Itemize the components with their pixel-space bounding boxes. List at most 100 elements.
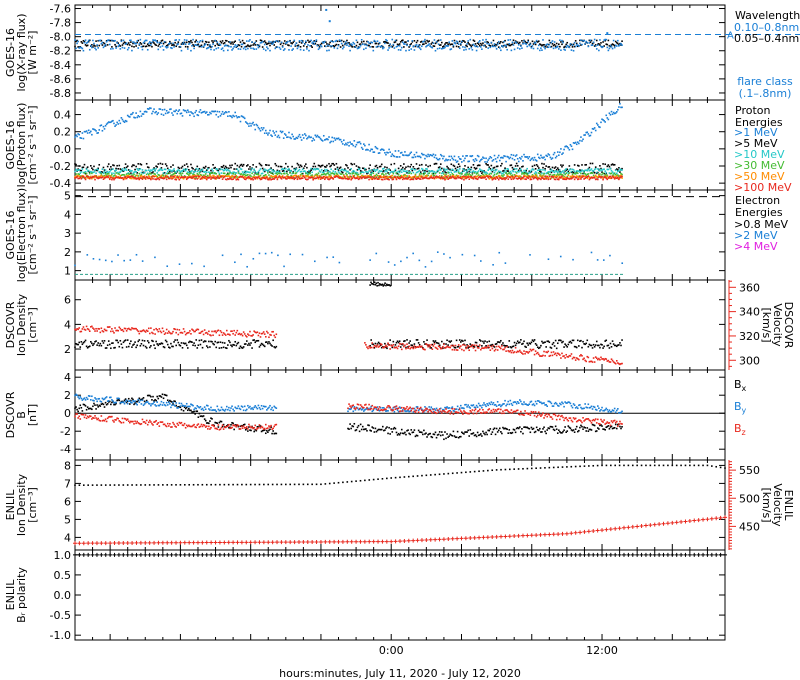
series-point <box>591 127 594 130</box>
series-point <box>280 173 283 175</box>
series-point <box>594 167 597 170</box>
series-point <box>311 140 313 142</box>
series-point <box>450 43 453 46</box>
series-point <box>145 111 148 113</box>
series-point <box>155 340 157 343</box>
series-point <box>467 347 469 349</box>
series-point <box>413 153 416 156</box>
series-point <box>561 173 563 176</box>
series-point <box>166 112 169 114</box>
series-point <box>279 130 282 133</box>
series-point <box>380 148 383 151</box>
series-point <box>380 176 383 179</box>
series-point <box>480 46 482 48</box>
series-point <box>613 172 616 175</box>
series-point <box>332 170 335 172</box>
series-point <box>141 176 144 179</box>
series-point <box>418 169 421 172</box>
series-point <box>526 45 528 48</box>
series-point <box>192 172 194 175</box>
series-point <box>556 171 559 174</box>
series-point <box>263 40 266 42</box>
series-point <box>127 176 130 178</box>
series-point <box>579 42 581 45</box>
series-point <box>223 169 226 171</box>
series-point <box>365 149 367 151</box>
series-point <box>604 176 606 178</box>
series-point <box>230 115 232 118</box>
series-point <box>227 175 229 178</box>
series-point <box>414 45 417 48</box>
series-point <box>197 114 200 117</box>
series-point <box>313 177 316 180</box>
series-point <box>363 171 365 174</box>
series-point <box>176 112 179 115</box>
series-point <box>399 169 402 171</box>
series-point <box>465 177 467 180</box>
series-point <box>135 253 138 256</box>
series-point <box>606 117 609 119</box>
series-point <box>308 176 310 179</box>
series-point <box>268 42 270 45</box>
series-point <box>75 168 77 171</box>
series-point <box>611 47 614 50</box>
series-point <box>104 169 107 171</box>
legend-item: >5 MeV <box>734 137 778 150</box>
series-point <box>260 178 263 181</box>
series-point <box>552 177 555 179</box>
series-point <box>339 176 342 178</box>
series-point <box>605 177 608 180</box>
series-point <box>141 339 144 342</box>
series-point <box>185 178 188 181</box>
series-point <box>329 45 331 47</box>
series-point <box>588 135 591 137</box>
series-point <box>455 45 458 48</box>
series-point <box>291 42 293 45</box>
y-tick-label: -7.8 <box>50 17 71 30</box>
series-point <box>283 133 286 135</box>
series-point <box>181 177 184 179</box>
series-point <box>217 175 220 177</box>
series-point <box>391 153 394 155</box>
series-point <box>437 166 440 169</box>
series-point <box>337 176 340 179</box>
series-point <box>481 158 483 160</box>
series-point <box>462 39 464 42</box>
series-point <box>411 40 414 42</box>
series-point <box>473 166 476 169</box>
series-point <box>312 165 315 168</box>
series-point <box>346 39 348 42</box>
series-point <box>99 171 102 173</box>
series-point <box>332 172 335 175</box>
series-point <box>305 178 307 181</box>
series-point <box>565 172 567 175</box>
series-point <box>117 42 120 44</box>
series-point <box>498 177 501 179</box>
series-point <box>553 41 556 43</box>
series-point <box>131 177 133 180</box>
series-point <box>181 165 184 168</box>
series-point <box>239 48 242 51</box>
series-point <box>305 174 307 177</box>
series-point <box>75 134 77 136</box>
series-point <box>275 46 278 48</box>
series-point <box>272 171 274 173</box>
series-point <box>315 39 318 41</box>
series-point <box>333 173 336 176</box>
series-point <box>234 40 237 43</box>
legend-title: Energies <box>735 206 783 219</box>
series-point <box>342 174 345 177</box>
series-point <box>92 46 94 48</box>
series-point <box>432 176 435 178</box>
series-point <box>331 172 333 174</box>
series-point <box>510 43 513 46</box>
series-point <box>196 114 199 116</box>
series-point <box>368 167 370 170</box>
series-point <box>469 155 472 157</box>
series-point <box>558 168 560 171</box>
series-point <box>350 44 352 47</box>
series-point <box>95 169 97 171</box>
series-point <box>273 346 276 348</box>
series-point <box>363 143 365 145</box>
series-point <box>170 175 172 178</box>
